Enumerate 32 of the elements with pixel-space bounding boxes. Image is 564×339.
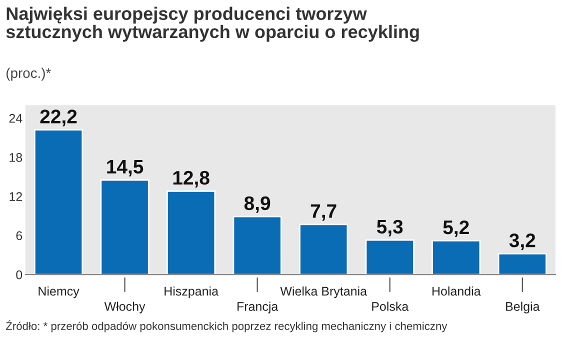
data-label: 3,2 bbox=[509, 234, 536, 250]
bar bbox=[498, 253, 547, 275]
bar bbox=[34, 129, 84, 275]
data-label: 7,7 bbox=[310, 204, 336, 221]
bar bbox=[100, 179, 150, 275]
bar bbox=[299, 224, 348, 275]
x-tick-label: Hiszpania bbox=[164, 286, 218, 298]
data-label: 8,9 bbox=[244, 196, 270, 213]
chart-title: Najwięksi europejscy producenci tworzyw sztucznych wytwarzanych w oparciu o recykling bbox=[6, 6, 419, 42]
y-tick-label: 12 bbox=[10, 192, 22, 201]
data-label: 5,2 bbox=[443, 220, 469, 238]
y-tick-label: 24 bbox=[9, 114, 22, 123]
data-label: 12,8 bbox=[173, 170, 210, 188]
bar bbox=[166, 190, 216, 275]
text: Źródło: * przerób odpadów pokonsumenckich poprzez recykling mechaniczny i chemiczny bbox=[6, 320, 448, 332]
x-tick-label: Włochy bbox=[104, 302, 146, 314]
x-tick-label: Polska bbox=[372, 302, 409, 311]
x-tick-label: Belgia bbox=[506, 302, 540, 314]
x-tick-label: Niemcy bbox=[38, 286, 80, 298]
y-tick-label: 6 bbox=[16, 231, 22, 240]
data-label: 22,2 bbox=[40, 110, 77, 126]
bar bbox=[432, 240, 481, 275]
data-label: 14,5 bbox=[107, 160, 144, 176]
bar bbox=[232, 216, 282, 275]
y-tick-label: 0 bbox=[16, 270, 22, 280]
data-label: 5,3 bbox=[376, 220, 403, 236]
x-tick-label: Francja bbox=[238, 302, 278, 314]
y-tick-label: 18 bbox=[10, 153, 22, 162]
x-tick-label: Wielka Brytania bbox=[280, 286, 368, 298]
chart-subtitle: (proc.)* bbox=[6, 68, 51, 81]
x-tick-label: Holandia bbox=[432, 286, 481, 296]
bar bbox=[365, 239, 414, 275]
